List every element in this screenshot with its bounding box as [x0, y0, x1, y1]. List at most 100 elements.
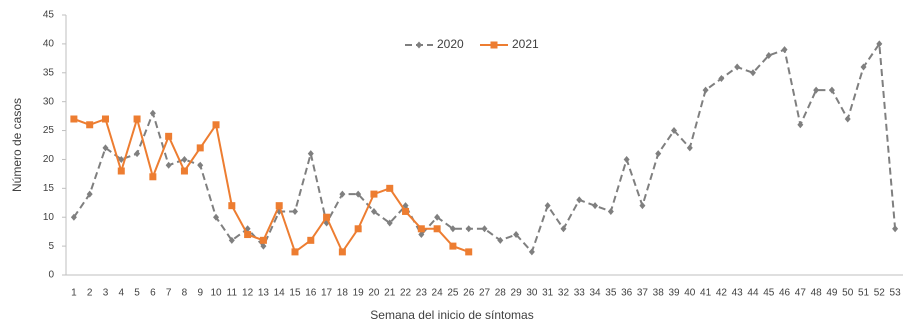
data-point [260, 242, 267, 250]
x-tick-label: 40 [684, 288, 696, 299]
y-tick-label: 30 [43, 96, 55, 107]
y-tick-label: 10 [43, 212, 55, 223]
data-point [149, 109, 156, 117]
y-tick-label: 15 [43, 183, 55, 194]
data-point [370, 207, 377, 215]
x-axis-label: Semana del inicio de síntomas [370, 308, 533, 322]
x-tick-label: 43 [732, 288, 744, 299]
data-point [781, 46, 788, 54]
data-point [259, 236, 267, 244]
data-point [734, 63, 741, 71]
data-point [465, 225, 472, 233]
x-tick-label: 45 [763, 288, 775, 299]
x-tick-label: 27 [479, 288, 491, 299]
data-point [149, 173, 157, 181]
x-tick-label: 20 [368, 288, 380, 299]
x-tick-label: 14 [274, 288, 286, 299]
data-point [718, 75, 725, 83]
x-tick-label: 13 [258, 288, 270, 299]
x-tick-label: 6 [150, 288, 156, 299]
data-point [338, 248, 346, 256]
data-point [544, 202, 551, 210]
data-point [828, 86, 835, 94]
x-tick-label: 33 [574, 288, 586, 299]
data-point [576, 196, 583, 204]
y-tick-label: 45 [43, 10, 55, 21]
x-tick-label: 15 [289, 288, 301, 299]
data-point [671, 127, 678, 135]
data-point [355, 190, 362, 198]
data-point [797, 121, 804, 129]
x-tick-label: 18 [337, 288, 349, 299]
data-point [433, 225, 441, 233]
data-point [86, 121, 94, 129]
x-tick-label: 2 [87, 288, 93, 299]
x-tick-label: 49 [826, 288, 838, 299]
y-tick-label: 5 [48, 241, 54, 252]
x-tick-label: 5 [134, 288, 140, 299]
x-tick-label: 11 [227, 288, 238, 299]
x-tick-label: 47 [795, 288, 807, 299]
data-point [291, 207, 298, 215]
data-point [639, 202, 646, 210]
data-point [434, 213, 441, 221]
x-tick-label: 42 [716, 288, 728, 299]
x-tick-label: 41 [700, 288, 712, 299]
data-point [118, 155, 125, 163]
data-point [876, 40, 883, 48]
data-point [513, 231, 520, 239]
data-point [102, 144, 109, 152]
legend-label: 2020 [437, 37, 464, 51]
x-tick-label: 34 [589, 288, 601, 299]
x-tick-label: 46 [779, 288, 791, 299]
x-tick-label: 9 [197, 288, 203, 299]
data-point [386, 184, 394, 192]
x-tick-label: 4 [118, 288, 124, 299]
data-point [101, 115, 109, 123]
data-point [402, 202, 409, 210]
data-point [655, 150, 662, 158]
x-tick-label: 51 [858, 288, 870, 299]
data-point [86, 190, 93, 198]
x-tick-label: 50 [842, 288, 854, 299]
data-point [560, 225, 567, 233]
data-point [354, 225, 362, 233]
data-point [70, 115, 78, 123]
x-tick-label: 32 [558, 288, 570, 299]
data-point [197, 161, 204, 169]
data-point [402, 207, 410, 215]
y-tick-label: 20 [43, 154, 55, 165]
data-point [228, 236, 235, 244]
x-tick-label: 24 [432, 288, 444, 299]
data-point [117, 167, 125, 175]
data-point [133, 115, 141, 123]
x-tick-label: 53 [890, 288, 902, 299]
data-point [465, 248, 473, 256]
x-tick-label: 19 [353, 288, 365, 299]
data-point [844, 115, 851, 123]
data-point [449, 225, 456, 233]
y-tick-label: 0 [48, 270, 54, 281]
x-tick-label: 23 [416, 288, 428, 299]
data-point [228, 202, 236, 210]
data-point [386, 219, 393, 227]
data-point [481, 225, 488, 233]
x-tick-label: 26 [463, 288, 475, 299]
data-point [765, 51, 772, 59]
data-point [623, 155, 630, 163]
y-tick-label: 40 [43, 39, 55, 50]
x-tick-label: 21 [384, 288, 396, 299]
data-point [860, 63, 867, 71]
data-point [370, 190, 378, 198]
x-tick-label: 48 [811, 288, 823, 299]
legend-marker [490, 41, 498, 49]
data-point [607, 207, 614, 215]
x-tick-label: 17 [321, 288, 333, 299]
x-tick-label: 8 [182, 288, 188, 299]
series-line [73, 41, 897, 254]
data-point [702, 86, 709, 94]
data-point [417, 225, 425, 233]
data-point [686, 144, 693, 152]
y-axis-label: Número de casos [10, 98, 24, 192]
